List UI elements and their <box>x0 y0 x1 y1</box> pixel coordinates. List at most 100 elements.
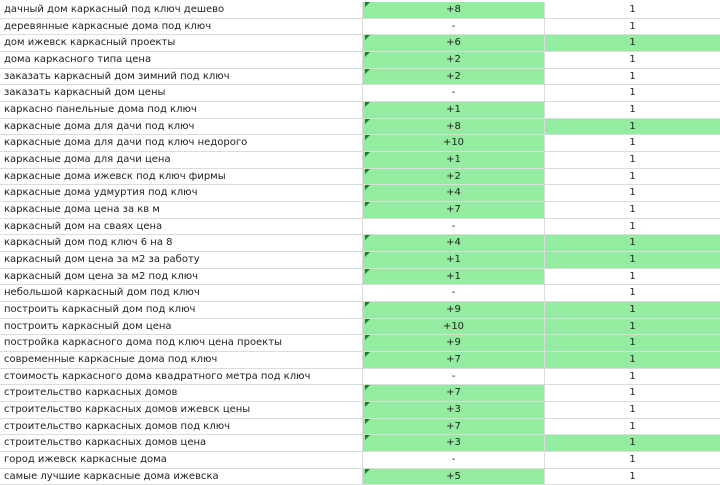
change-cell[interactable]: +10 <box>363 318 545 335</box>
count-cell[interactable]: 1 <box>545 318 720 335</box>
count-cell[interactable]: 1 <box>545 235 720 252</box>
change-cell[interactable]: - <box>363 452 545 468</box>
change-cell[interactable]: +7 <box>363 385 545 402</box>
change-cell[interactable]: +1 <box>363 102 545 118</box>
count-cell[interactable]: 1 <box>545 335 720 352</box>
change-cell[interactable]: - <box>363 218 545 235</box>
query-cell[interactable]: заказать каркасный дом цены <box>0 85 363 102</box>
change-cell[interactable]: +1 <box>363 252 545 268</box>
query-cell[interactable]: постройка каркасного дома под ключ цена … <box>0 335 363 352</box>
query-cell[interactable]: строительство каркасных домов цена <box>0 435 363 452</box>
change-cell[interactable]: - <box>363 85 545 102</box>
count-cell[interactable]: 1 <box>545 35 720 52</box>
change-value: +10 <box>442 320 465 332</box>
change-cell[interactable]: +9 <box>363 335 545 352</box>
change-cell[interactable]: +6 <box>363 35 545 52</box>
change-cell[interactable]: +8 <box>363 2 545 18</box>
query-cell[interactable]: строительство каркасных домов ижевск цен… <box>0 402 363 418</box>
count-cell[interactable]: 1 <box>629 204 636 216</box>
change-value: +2 <box>446 70 461 82</box>
change-value: +8 <box>446 120 461 132</box>
count-cell[interactable]: 1 <box>545 302 720 318</box>
comment-marker-icon <box>365 468 370 474</box>
count-cell[interactable]: 1 <box>629 387 636 399</box>
change-cell[interactable]: +4 <box>363 185 545 202</box>
query-cell[interactable]: каркасные дома ижевск под ключ фирмы <box>0 168 363 185</box>
query-cell[interactable]: современные каркасные дома под ключ <box>0 352 363 368</box>
comment-marker-icon <box>365 268 370 274</box>
table-row: построить каркасный дом цена +10 1 <box>0 318 720 336</box>
count-cell[interactable]: 1 <box>629 54 636 66</box>
count-cell[interactable]: 1 <box>545 252 720 268</box>
query-cell[interactable]: построить каркасный дом под ключ <box>0 302 363 318</box>
query-cell[interactable]: деревянные каркасные дома под ключ <box>0 18 363 35</box>
change-cell[interactable]: +1 <box>363 152 545 168</box>
comment-marker-icon <box>365 2 370 7</box>
count-cell[interactable]: 1 <box>629 470 636 482</box>
query-cell[interactable]: каркасный дом на сваях цена <box>0 218 363 235</box>
query-cell[interactable]: каркасные дома цена за кв м <box>0 202 363 218</box>
query-cell[interactable]: строительство каркасных домов <box>0 385 363 402</box>
query-cell[interactable]: каркасный дом под ключ 6 на 8 <box>0 235 363 252</box>
change-cell[interactable]: +5 <box>363 468 545 485</box>
query-cell[interactable]: стоимость каркасного дома квадратного ме… <box>0 368 363 385</box>
query-cell[interactable]: дачный дом каркасный под ключ дешево <box>0 2 363 18</box>
table-row: каркасные дома цена за кв м +7 1 <box>0 202 720 219</box>
count-cell[interactable]: 1 <box>629 104 636 116</box>
count-cell[interactable]: 1 <box>629 270 636 282</box>
change-cell[interactable]: - <box>363 285 545 302</box>
change-cell[interactable]: +10 <box>363 135 545 152</box>
query-cell[interactable]: каркасные дома для дачи цена <box>0 152 363 168</box>
comment-marker-icon <box>365 235 370 241</box>
query-cell[interactable]: каркасный дом цена за м2 за работу <box>0 252 363 268</box>
change-cell[interactable]: +8 <box>363 118 545 135</box>
change-cell[interactable]: +1 <box>363 268 545 285</box>
query-cell[interactable]: город ижевск каркасные дома <box>0 452 363 468</box>
change-cell[interactable]: +3 <box>363 435 545 452</box>
count-cell[interactable]: 1 <box>545 352 720 368</box>
change-cell[interactable]: +7 <box>363 202 545 218</box>
query-cell[interactable]: заказать каркасный дом зимний под ключ <box>0 68 363 85</box>
query-cell[interactable]: каркасные дома для дачи под ключ недорог… <box>0 135 363 152</box>
table-row: заказать каркасный дом цены - 1 <box>0 85 720 103</box>
count-cell[interactable]: 1 <box>629 170 636 182</box>
change-cell[interactable]: +9 <box>363 302 545 318</box>
count-cell[interactable]: 1 <box>629 4 636 15</box>
change-cell[interactable]: - <box>363 18 545 35</box>
query-cell[interactable]: строительство каркасных домов под ключ <box>0 418 363 435</box>
count-cell[interactable]: 1 <box>629 70 636 82</box>
change-cell[interactable]: +2 <box>363 168 545 185</box>
query-cell[interactable]: небольшой каркасный дом под ключ <box>0 285 363 302</box>
query-cell[interactable]: каркасно панельные дома под ключ <box>0 102 363 118</box>
query-cell[interactable]: каркасные дома для дачи под ключ <box>0 118 363 135</box>
count-cell[interactable]: 1 <box>629 404 636 416</box>
query-cell[interactable]: каркасный дом цена за м2 под ключ <box>0 268 363 285</box>
change-cell[interactable]: - <box>363 368 545 385</box>
change-value: - <box>451 220 456 232</box>
table-row: строительство каркасных домов под ключ +7… <box>0 418 720 436</box>
count-cell[interactable]: 1 <box>629 154 636 166</box>
count-cell[interactable]: 1 <box>629 420 636 432</box>
count-cell[interactable]: 1 <box>545 118 720 135</box>
change-cell[interactable]: +7 <box>363 418 545 435</box>
count-cell[interactable]: 1 <box>629 220 636 232</box>
query-cell[interactable]: дом ижевск каркасный проекты <box>0 35 363 52</box>
count-cell[interactable]: 1 <box>629 87 636 99</box>
query-cell[interactable]: самые лучшие каркасные дома ижевска <box>0 468 363 485</box>
change-cell[interactable]: +2 <box>363 52 545 68</box>
count-cell[interactable]: 1 <box>629 287 636 299</box>
count-cell[interactable]: 1 <box>629 454 636 466</box>
count-cell[interactable]: 1 <box>629 187 636 199</box>
count-cell[interactable]: 1 <box>629 370 636 382</box>
query-cell[interactable]: каркасные дома удмуртия под ключ <box>0 185 363 202</box>
count-cell[interactable]: 1 <box>629 20 636 32</box>
count-cell[interactable]: 1 <box>629 137 636 149</box>
change-cell[interactable]: +3 <box>363 402 545 418</box>
query-cell[interactable]: дома каркасного типа цена <box>0 52 363 68</box>
change-cell[interactable]: +7 <box>363 352 545 368</box>
change-cell[interactable]: +2 <box>363 68 545 85</box>
query-cell[interactable]: построить каркасный дом цена <box>0 318 363 335</box>
change-cell[interactable]: +4 <box>363 235 545 252</box>
count-cell[interactable]: 1 <box>545 435 720 452</box>
